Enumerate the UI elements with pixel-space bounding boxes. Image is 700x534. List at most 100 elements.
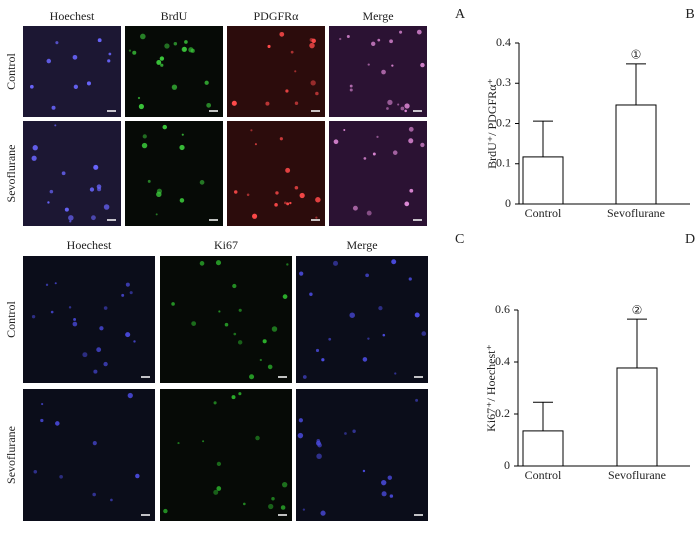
cell bbox=[366, 210, 372, 216]
cell bbox=[138, 103, 144, 110]
cell bbox=[213, 401, 217, 405]
row-label: Control bbox=[4, 301, 18, 338]
cell bbox=[420, 142, 425, 148]
cell bbox=[173, 42, 178, 46]
column-label: Hoechest bbox=[67, 238, 112, 252]
cell bbox=[93, 369, 98, 374]
cell bbox=[68, 215, 74, 221]
cell bbox=[231, 395, 236, 400]
cell bbox=[162, 124, 168, 130]
cell bbox=[309, 292, 313, 296]
cell bbox=[54, 282, 57, 285]
cell bbox=[224, 322, 229, 327]
cell bbox=[125, 282, 130, 287]
cell bbox=[171, 302, 175, 306]
cell bbox=[188, 47, 194, 53]
cell bbox=[246, 193, 250, 197]
cell bbox=[177, 442, 180, 445]
cell bbox=[339, 37, 342, 41]
cell bbox=[363, 157, 367, 160]
cell bbox=[382, 333, 386, 337]
cell bbox=[89, 187, 95, 192]
cell bbox=[155, 213, 158, 216]
cell bbox=[391, 64, 394, 67]
micrograph bbox=[227, 26, 325, 117]
cell bbox=[299, 271, 304, 276]
cell bbox=[47, 201, 50, 204]
cell bbox=[179, 198, 185, 203]
y-tick-label: 0 bbox=[505, 196, 511, 210]
y-axis-label: Ki67⁺/ Hoechest⁺ bbox=[484, 344, 498, 432]
cell bbox=[377, 38, 381, 42]
cell bbox=[171, 84, 178, 90]
cell bbox=[45, 283, 49, 287]
cell bbox=[202, 440, 205, 443]
micrograph bbox=[23, 121, 121, 226]
cell bbox=[286, 202, 290, 206]
cell bbox=[135, 473, 140, 479]
x-tick-label: Sevoflurane bbox=[607, 206, 665, 220]
micrograph bbox=[23, 256, 155, 383]
cell bbox=[91, 215, 96, 221]
cell bbox=[40, 418, 44, 423]
cell bbox=[121, 293, 125, 297]
cell bbox=[140, 33, 146, 40]
micrograph bbox=[23, 26, 121, 117]
cell bbox=[400, 106, 405, 111]
cell bbox=[163, 508, 168, 514]
y-tick-label: 0.3 bbox=[496, 75, 511, 89]
y-tick-label: 0 bbox=[504, 458, 510, 472]
cell bbox=[216, 461, 222, 467]
cell bbox=[316, 453, 322, 459]
column-label: Merge bbox=[362, 9, 393, 23]
cell bbox=[387, 99, 393, 106]
cell bbox=[274, 203, 278, 207]
cell bbox=[55, 41, 59, 45]
cell bbox=[302, 375, 307, 379]
cell bbox=[51, 105, 56, 110]
cell bbox=[421, 331, 427, 336]
row-label: Control bbox=[4, 53, 18, 90]
cell bbox=[362, 469, 366, 473]
cell bbox=[420, 62, 425, 68]
y-tick-label: 0.1 bbox=[496, 156, 511, 170]
cell bbox=[232, 283, 237, 289]
cell bbox=[315, 216, 318, 219]
cell bbox=[387, 475, 393, 480]
cell bbox=[73, 84, 79, 89]
cell bbox=[283, 201, 287, 205]
cell bbox=[309, 42, 315, 49]
cell bbox=[61, 171, 66, 176]
cell bbox=[49, 189, 54, 194]
bar bbox=[616, 367, 658, 467]
micrograph bbox=[125, 26, 223, 117]
cell bbox=[416, 29, 422, 35]
cell bbox=[179, 144, 185, 151]
annotation: ① bbox=[631, 48, 642, 62]
cell bbox=[320, 510, 326, 516]
cell bbox=[184, 40, 188, 44]
cell bbox=[315, 348, 320, 353]
y-tick-label: 0.4 bbox=[496, 35, 511, 49]
cell bbox=[290, 50, 294, 54]
column-label: PDGFRα bbox=[254, 9, 300, 23]
y-axis-label: BrdU⁺/ PDGFRα⁺ bbox=[485, 78, 499, 169]
cell bbox=[352, 205, 358, 211]
cell bbox=[381, 69, 386, 75]
cell bbox=[310, 80, 316, 86]
panel-label: C bbox=[455, 232, 464, 247]
cell bbox=[376, 135, 379, 138]
cell bbox=[267, 44, 271, 49]
cell bbox=[409, 188, 414, 193]
cell bbox=[250, 129, 253, 132]
cell bbox=[392, 150, 398, 155]
cell bbox=[311, 38, 316, 44]
cell bbox=[82, 352, 88, 358]
cell bbox=[30, 84, 34, 89]
x-tick-label: Control bbox=[525, 468, 562, 482]
cell bbox=[404, 103, 410, 109]
cell bbox=[129, 291, 133, 295]
cell bbox=[365, 273, 369, 278]
cell bbox=[294, 101, 299, 105]
